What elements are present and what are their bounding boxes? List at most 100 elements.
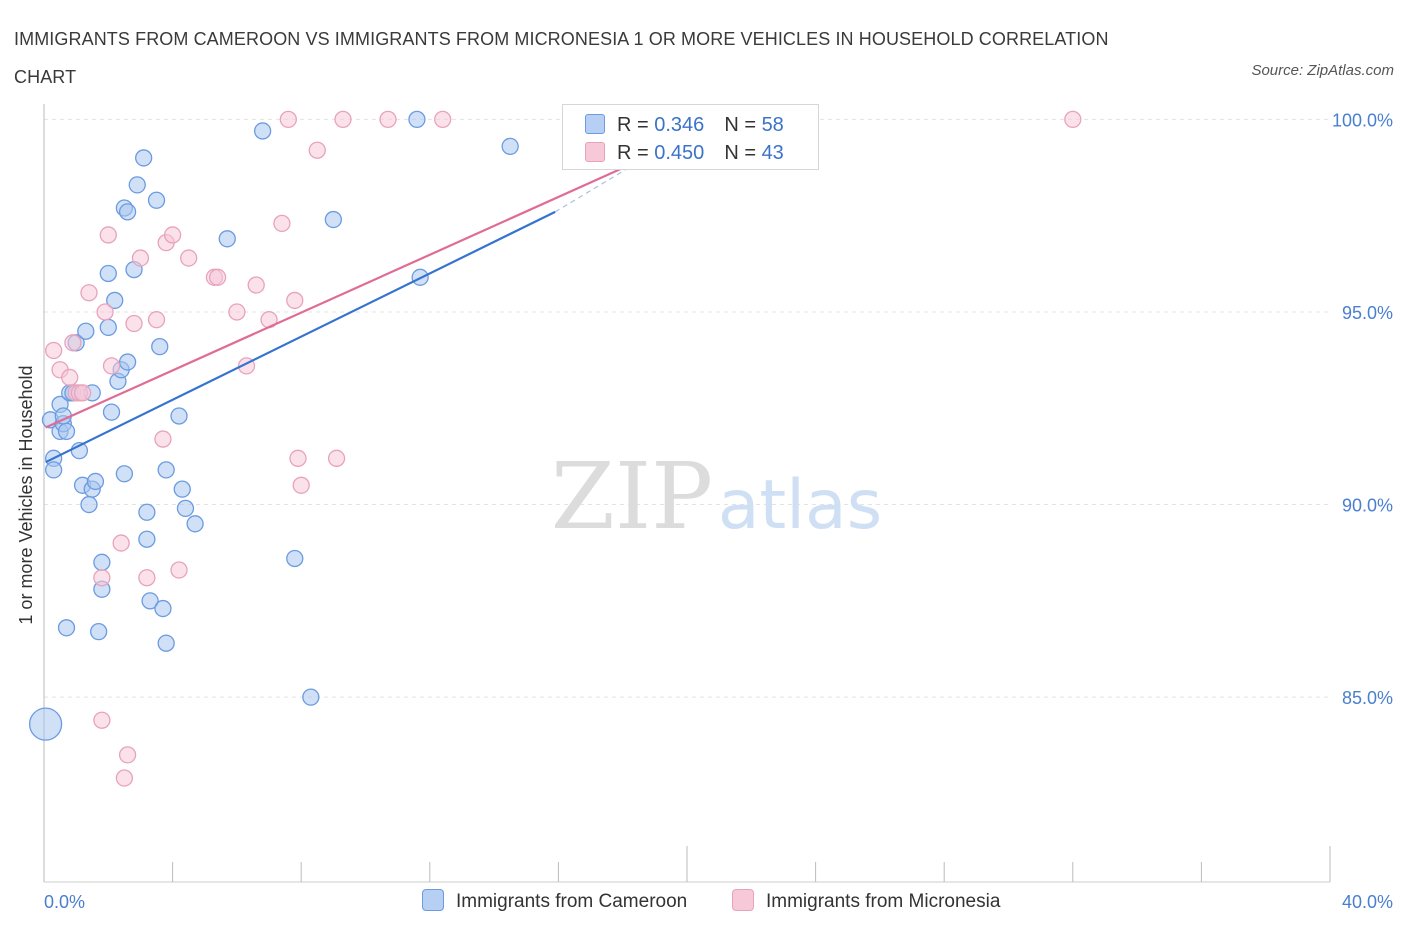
point-cameroon (324, 210, 343, 229)
trend-line-cameroon-extension (554, 161, 640, 213)
point-cameroon (186, 515, 204, 533)
point-micronesia (308, 141, 326, 159)
point-cameroon (501, 137, 519, 156)
point-micronesia (96, 303, 114, 321)
point-cameroon (286, 549, 304, 568)
point-micronesia (289, 449, 307, 467)
point-micronesia (379, 110, 397, 129)
point-micronesia (334, 110, 352, 129)
point-cameroon (157, 461, 175, 479)
point-micronesia (61, 368, 79, 387)
point-micronesia (93, 711, 111, 729)
point-micronesia (180, 249, 198, 267)
point-cameroon (115, 465, 134, 483)
legend-swatch-micronesia (585, 142, 605, 162)
point-cameroon (138, 530, 156, 548)
point-micronesia (247, 276, 265, 294)
series-swatch-cameroon (422, 889, 444, 911)
data-points (28, 110, 1082, 787)
point-micronesia (118, 746, 137, 764)
x-tick-label-max: 40.0% (1342, 892, 1393, 912)
y-tick-label: 100.0% (1332, 110, 1393, 130)
point-cameroon (99, 318, 117, 337)
point-cameroon (408, 110, 426, 129)
point-cameroon (128, 176, 146, 194)
point-cameroon (99, 264, 117, 283)
legend-r-value: 0.346 (654, 114, 705, 136)
watermark-zip: ZIP (551, 443, 713, 550)
point-cameroon (57, 619, 76, 637)
series-legend: Immigrants from Cameroon Immigrants from… (0, 888, 1406, 918)
point-cameroon (118, 353, 137, 371)
point-micronesia (64, 334, 82, 352)
legend-n-label: N = (724, 114, 762, 136)
point-cameroon (86, 472, 105, 491)
legend-n-value: 43 (761, 142, 784, 164)
point-cameroon (176, 499, 195, 518)
y-axis-label: 1 or more Vehicles in Household (16, 365, 36, 624)
point-micronesia (102, 357, 121, 375)
point-cameroon (253, 122, 272, 140)
point-cameroon (77, 322, 95, 340)
point-cameroon (302, 688, 320, 706)
point-cameroon (57, 422, 76, 441)
chart-title: IMMIGRANTS FROM CAMEROON VS IMMIGRANTS F… (14, 29, 1109, 87)
point-cameroon (106, 291, 124, 310)
point-micronesia (163, 226, 182, 244)
series-legend-cameroon: Immigrants from Cameroon (422, 888, 687, 916)
point-micronesia (125, 314, 143, 333)
point-cameroon (135, 149, 153, 167)
x-axis-ticks (43, 846, 1331, 882)
point-cameroon (138, 503, 156, 521)
legend-n-value: 58 (761, 114, 784, 136)
point-cameroon (28, 707, 63, 741)
point-cameroon (157, 634, 175, 652)
point-micronesia (434, 110, 452, 129)
point-micronesia (170, 561, 188, 579)
point-cameroon (173, 480, 191, 498)
point-cameroon (102, 403, 121, 421)
point-micronesia (93, 569, 111, 587)
point-cameroon (147, 191, 166, 209)
point-micronesia (115, 769, 134, 787)
point-cameroon (141, 592, 159, 610)
y-tick-label: 95.0% (1342, 303, 1393, 323)
point-micronesia (44, 341, 63, 360)
legend-swatch-cameroon (585, 114, 605, 134)
point-micronesia (112, 534, 130, 552)
point-cameroon (118, 203, 137, 221)
series-name-cameroon: Immigrants from Cameroon (456, 891, 688, 912)
point-cameroon (170, 407, 188, 425)
gridlines (44, 118, 1330, 698)
point-cameroon (93, 553, 111, 571)
point-micronesia (273, 214, 291, 233)
point-micronesia (228, 303, 246, 321)
series-legend-micronesia: Immigrants from Micronesia (732, 888, 1000, 916)
legend-n-label: N = (724, 142, 762, 164)
y-tick-label: 90.0% (1342, 496, 1393, 516)
stats-legend: R = 0.346 N = 58 R = 0.450 N = 43 (562, 104, 819, 170)
trend-lines (45, 145, 672, 464)
point-micronesia (154, 430, 172, 448)
legend-r-label: R = (617, 114, 655, 136)
legend-r-label: R = (617, 142, 655, 164)
point-cameroon (44, 461, 63, 479)
legend-row-cameroon: R = 0.346 N = 58 (585, 111, 784, 139)
y-axis-tick-labels: 85.0% 90.0% 95.0% 100.0% (1332, 110, 1393, 708)
series-swatch-micronesia (732, 889, 754, 911)
point-micronesia (80, 284, 98, 302)
y-tick-label: 85.0% (1342, 688, 1393, 708)
series-name-micronesia: Immigrants from Micronesia (766, 891, 1001, 912)
legend-row-micronesia: R = 0.450 N = 43 (585, 139, 784, 167)
point-micronesia (99, 226, 117, 244)
point-micronesia (286, 291, 304, 310)
trend-line-cameroon (45, 210, 556, 464)
point-micronesia (1064, 110, 1082, 129)
point-cameroon (90, 623, 108, 641)
point-micronesia (292, 476, 310, 494)
x-tick-label-min: 0.0% (44, 892, 85, 912)
watermark-atlas: atlas (718, 466, 882, 545)
chart-source: Source: ZipAtlas.com (1251, 62, 1394, 79)
point-micronesia (279, 110, 297, 129)
